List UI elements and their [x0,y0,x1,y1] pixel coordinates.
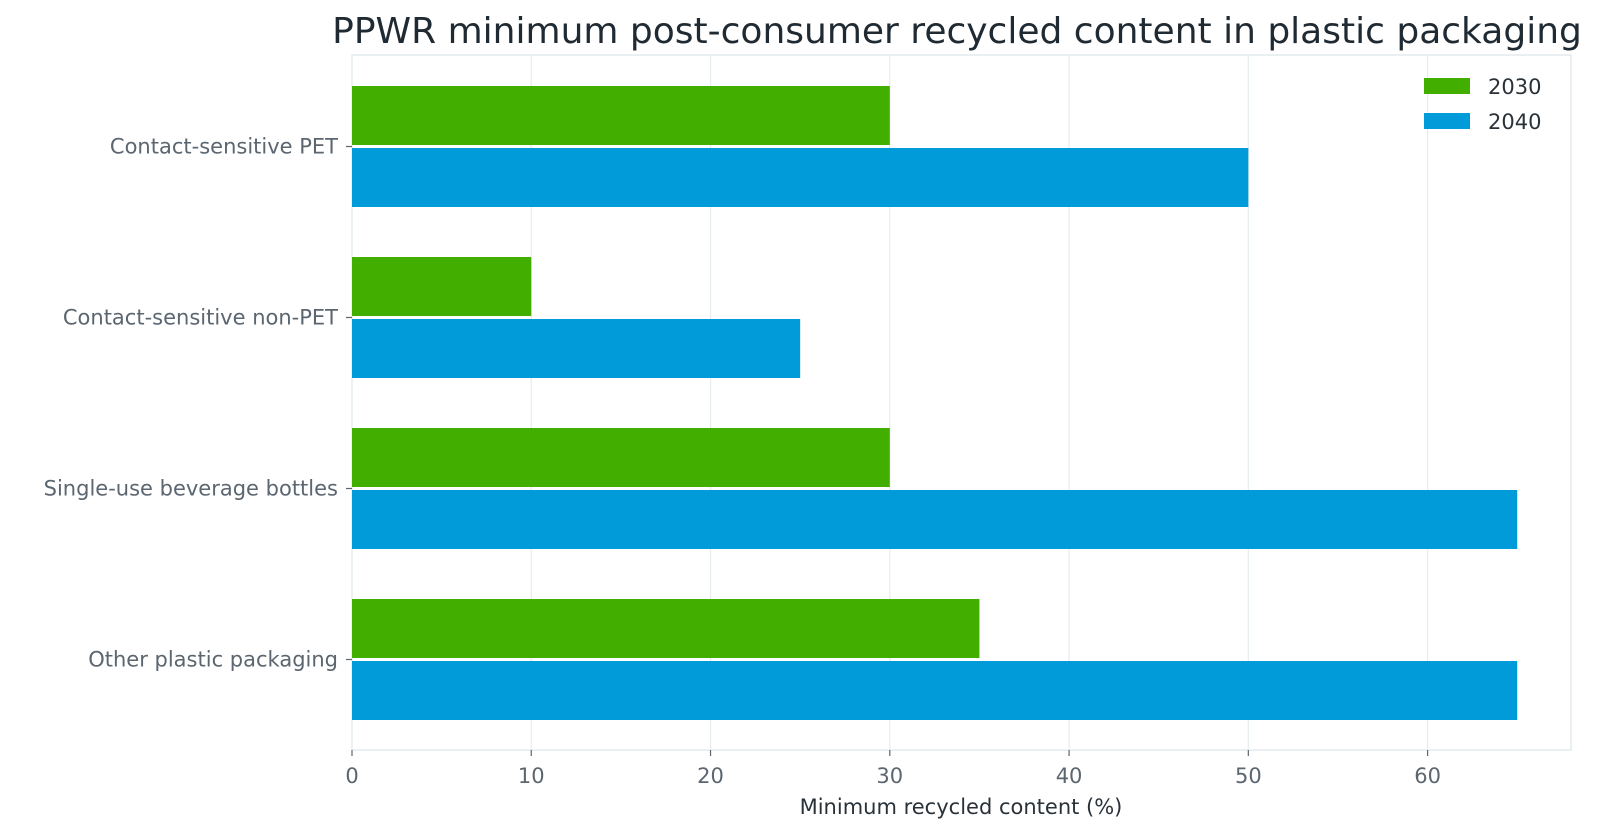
legend-label-2040: 2040 [1488,110,1541,134]
value-axis: 0 10 20 30 40 50 60 [345,750,1441,788]
x-axis-label: Minimum recycled content (%) [800,795,1123,819]
bar-2040-0 [352,148,1249,207]
x-tick-label-5: 50 [1235,764,1262,788]
bar-2030-3 [352,599,980,658]
bars [352,86,1518,720]
chart-title: PPWR minimum post-consumer recycled cont… [332,11,1582,52]
legend-swatch-2030 [1424,78,1470,94]
category-label-0: Contact-sensitive PET [110,135,338,159]
x-tick-label-0: 0 [345,764,358,788]
category-label-1: Contact-sensitive non-PET [63,306,338,330]
x-tick-label-2: 20 [697,764,724,788]
bar-2030-0 [352,86,890,145]
category-axis: Contact-sensitive PET Contact-sensitive n… [44,135,352,672]
category-label-3: Other plastic packaging [88,648,338,672]
legend-label-2030: 2030 [1488,75,1541,99]
legend: 2030 2040 [1424,75,1541,134]
bar-2030-2 [352,428,890,487]
x-tick-label-4: 40 [1056,764,1083,788]
x-tick-label-3: 30 [876,764,903,788]
bar-2030-1 [352,257,532,316]
category-label-2: Single-use beverage bottles [44,477,338,501]
x-tick-label-6: 60 [1414,764,1441,788]
x-tick-label-1: 10 [518,764,545,788]
bar-2040-2 [352,490,1518,549]
legend-swatch-2040 [1424,113,1470,129]
bar-2040-3 [352,661,1518,720]
bar-2040-1 [352,319,801,378]
